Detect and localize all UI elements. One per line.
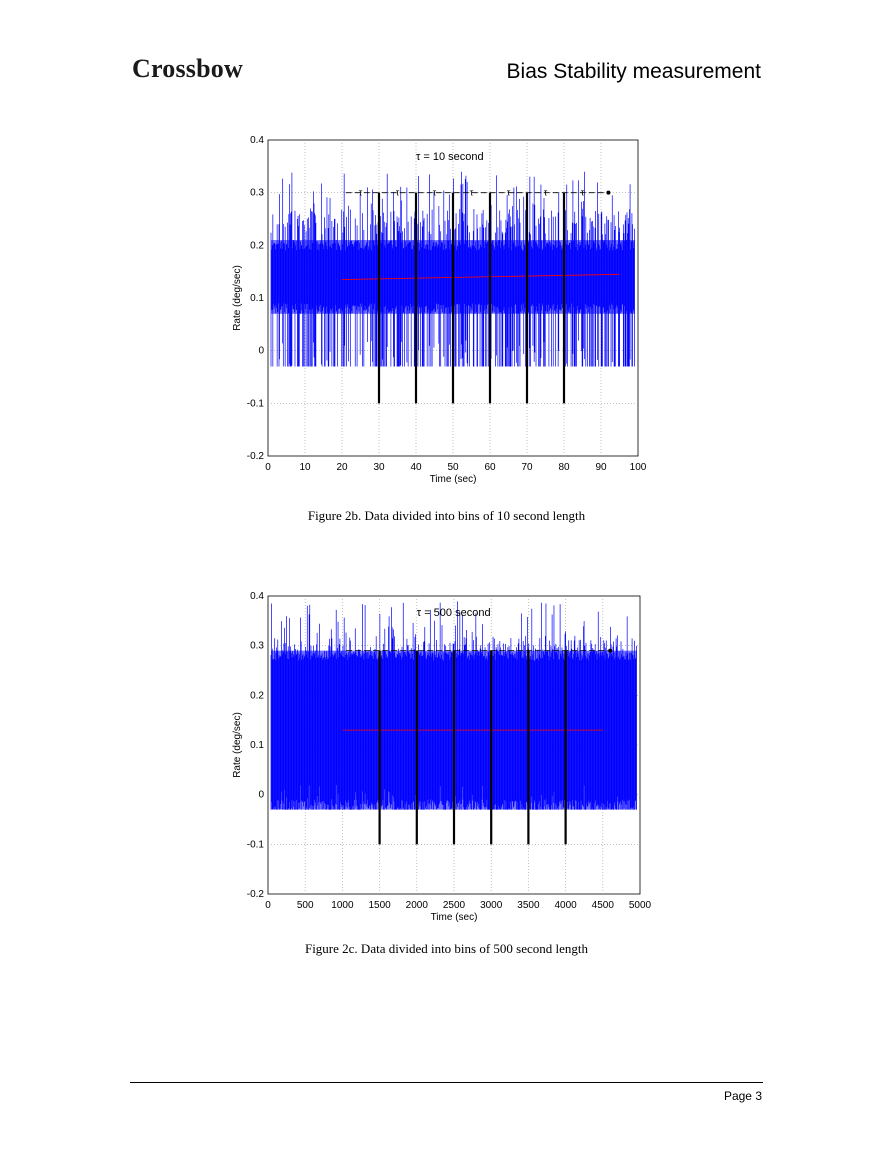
x-tick-label: 90 xyxy=(595,462,607,473)
x-tick-label: 100 xyxy=(630,462,647,473)
x-tick-label: 0 xyxy=(265,462,271,473)
x-tick-label: 80 xyxy=(558,462,570,473)
figure-2c-caption: Figure 2c. Data divided into bins of 500… xyxy=(304,941,589,956)
figure-2b-chart: 0 10 20 30 40 50 60 70 80 90 100 0.4 0.3 0.2 0.1 0 -0.1 -… xyxy=(232,135,647,485)
x-tick-label: 1500 xyxy=(368,900,391,911)
y-axis-label: Rate (deg/sec) xyxy=(232,712,243,778)
y-tick-label: 0.1 xyxy=(250,740,264,751)
tau-label: τ xyxy=(507,188,511,198)
x-tick-label: 30 xyxy=(373,462,385,473)
y-tick-label: 0.2 xyxy=(250,240,264,251)
x-tick-label: 70 xyxy=(521,462,533,473)
y-tick-label: 0.2 xyxy=(250,690,264,701)
x-tick-label: 60 xyxy=(484,462,496,473)
x-tick-label: 5000 xyxy=(629,900,652,911)
y-axis-label: Rate (deg/sec) xyxy=(232,265,243,331)
x-tick-label: 2000 xyxy=(406,900,429,911)
x-tick-label: 4000 xyxy=(554,900,577,911)
tau-label: τ xyxy=(470,188,474,198)
mean-line xyxy=(341,273,620,280)
y-tick-label: -0.1 xyxy=(247,398,265,409)
x-tick-label: 10 xyxy=(299,462,311,473)
y-tick-label: -0.1 xyxy=(247,839,265,850)
x-tick-label: 1000 xyxy=(331,900,354,911)
figure-2b-caption: Figure 2b. Data divided into bins of 10 … xyxy=(307,508,586,523)
x-tick-label: 3000 xyxy=(480,900,503,911)
figure-2c-chart: 0 500 1000 1500 2000 2500 3000 3500 4000 4500 5000… xyxy=(232,591,652,923)
tau-label: τ xyxy=(359,188,363,198)
y-tick-label: 0.4 xyxy=(250,591,264,602)
x-tick-label: 4500 xyxy=(592,900,615,911)
y-tick-label: 0 xyxy=(258,790,264,801)
x-axis-label: Time (sec) xyxy=(430,474,477,485)
tau-arrow-end xyxy=(608,648,613,653)
tau-annotation: τ = 500 second xyxy=(417,607,491,619)
tau-label: τ xyxy=(581,188,585,198)
tau-annotation: τ = 10 second xyxy=(416,151,484,163)
x-tick-label: 3500 xyxy=(517,900,540,911)
page-number: Page 3 xyxy=(723,1089,762,1103)
tau-label: τ xyxy=(544,188,548,198)
x-tick-label: 20 xyxy=(336,462,348,473)
y-tick-label: 0 xyxy=(258,346,264,357)
y-tick-label: 0.3 xyxy=(250,641,264,652)
x-tick-label: 0 xyxy=(265,900,271,911)
y-tick-label: -0.2 xyxy=(247,889,265,900)
tau-label: τ xyxy=(396,188,400,198)
x-tick-label: 2500 xyxy=(443,900,466,911)
company-logo: Crossbow xyxy=(132,54,243,83)
x-tick-label: 500 xyxy=(297,900,314,911)
tau-arrow-end xyxy=(606,190,611,195)
document-title: Bias Stability measurement xyxy=(506,60,761,83)
footer-divider xyxy=(130,1082,763,1083)
y-tick-label: 0.1 xyxy=(250,293,264,304)
y-tick-label: -0.2 xyxy=(247,451,265,462)
y-tick-label: 0.3 xyxy=(250,188,264,199)
x-tick-label: 40 xyxy=(410,462,422,473)
x-axis-label: Time (sec) xyxy=(431,912,478,923)
y-tick-label: 0.4 xyxy=(250,135,264,146)
x-tick-label: 50 xyxy=(447,462,459,473)
tau-label: τ xyxy=(433,188,437,198)
